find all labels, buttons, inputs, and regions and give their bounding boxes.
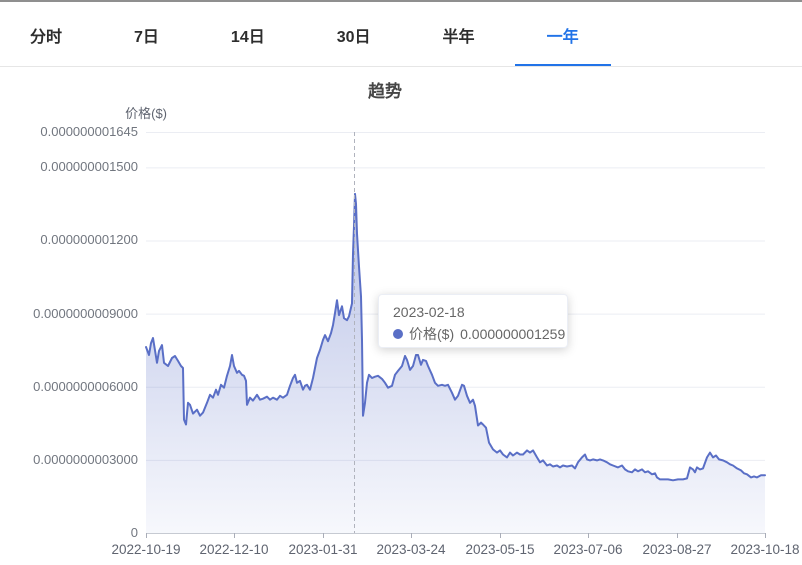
- y-axis-tick-label: 0.0000000009000: [33, 305, 138, 321]
- y-axis-tick-label: 0.000000001500: [40, 159, 138, 175]
- y-axis-tick-label: 0.0000000006000: [33, 378, 138, 394]
- x-axis-tick-label: 2022-10-19: [111, 542, 181, 557]
- x-axis-tick-label: 2023-07-06: [553, 542, 623, 557]
- tab-half-year[interactable]: 半年: [442, 29, 475, 46]
- tab-one-year[interactable]: 一年: [514, 4, 611, 66]
- tab-7d[interactable]: 7日: [134, 29, 159, 46]
- tooltip-date: 2023-02-18: [393, 304, 465, 320]
- tab-14d[interactable]: 14日: [230, 29, 265, 46]
- price-area-fill: [146, 193, 765, 533]
- y-axis-tick-label: 0.000000001645: [40, 124, 138, 139]
- x-axis-tick-label: 2023-08-27: [642, 542, 712, 557]
- tab-minute[interactable]: 分时: [30, 29, 63, 46]
- chart-title: 趋势: [368, 82, 402, 101]
- y-axis-name: 价格($): [125, 106, 167, 121]
- time-range-tabbar: 分时 7日 14日 30日 半年 一年: [0, 4, 802, 67]
- x-axis-tick-label: 2023-05-15: [465, 542, 535, 557]
- price-line-series: [145, 192, 766, 482]
- chart-tooltip: 2023-02-18 价格($) 0.000000001259: [378, 294, 568, 348]
- x-axis-tick-label: 2022-12-10: [199, 542, 269, 557]
- x-axis-line: [146, 533, 766, 538]
- series-marker-dot-icon: [393, 329, 403, 339]
- tooltip-value: 0.000000001259: [460, 326, 566, 342]
- y-axis-tick-label: 0.0000000003000: [33, 451, 138, 467]
- x-axis-tick-label: 2023-01-31: [288, 542, 358, 557]
- tooltip-series-label: 价格($): [409, 326, 455, 342]
- y-axis-tick-label: 0: [130, 525, 138, 540]
- x-axis-tick-label: 2023-10-18: [730, 542, 800, 557]
- y-axis-tick-label: 0.000000001200: [40, 232, 138, 248]
- x-axis-tick-label: 2023-03-24: [376, 542, 446, 557]
- tab-30d[interactable]: 30日: [336, 29, 371, 46]
